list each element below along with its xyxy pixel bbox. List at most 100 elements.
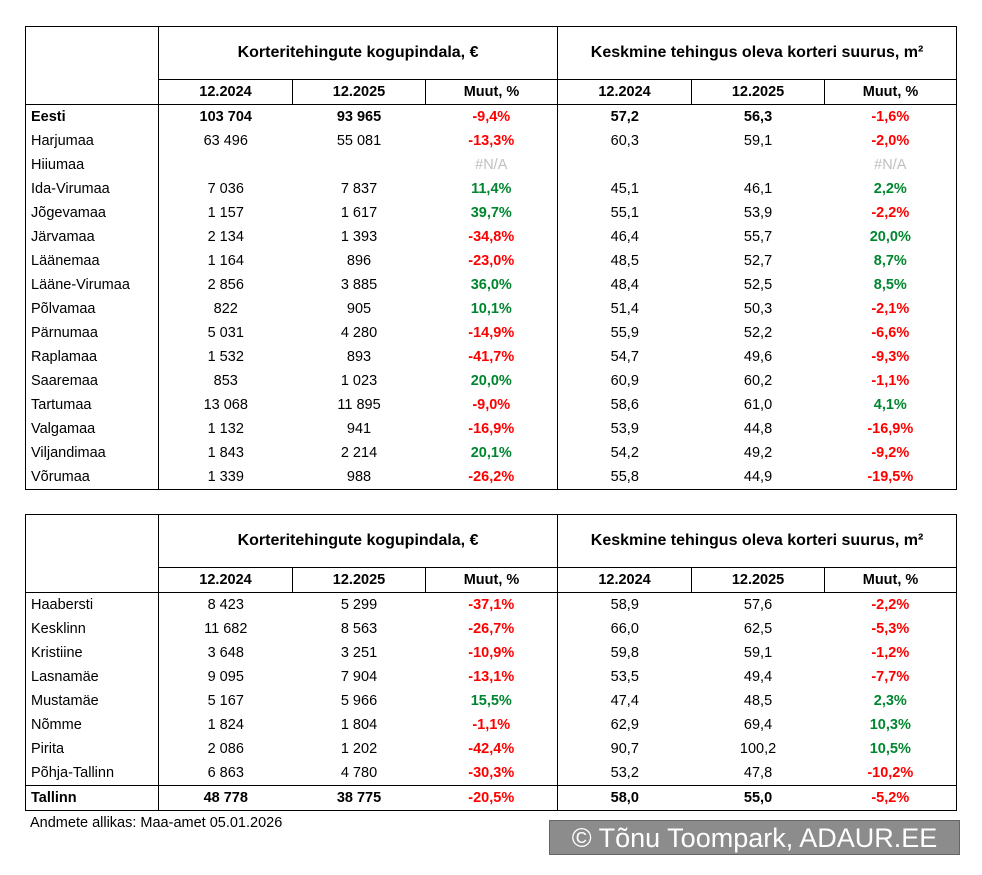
cell: 46,4 bbox=[610, 229, 639, 245]
data-row: Saaremaa 853 1 023 20,0% 60,9 60,2 -1,1% bbox=[25, 369, 957, 393]
data-row: Mustamäe 5 167 5 966 15,5% 47,4 48,5 2,3% bbox=[25, 689, 957, 713]
group-header: Keskmine tehingus oleva korteri suurus, … bbox=[557, 26, 958, 80]
cell: -23,0% bbox=[425, 249, 559, 273]
data-row: Eesti 103 704 93 965 -9,4% 57,2 56,3 -1,6% bbox=[25, 104, 957, 129]
cell: 1 157 bbox=[207, 205, 244, 221]
cell: -1,1% bbox=[425, 713, 559, 737]
subheader: Muut, % bbox=[424, 79, 559, 105]
data-row: Raplamaa 1 532 893 -41,7% 54,7 49,6 -9,3% bbox=[25, 345, 957, 369]
cell: -20,5% bbox=[425, 785, 559, 811]
cell: 4 780 bbox=[340, 765, 378, 781]
subheader: Muut, % bbox=[824, 567, 958, 593]
cell: 54,7 bbox=[610, 349, 639, 365]
subheader: Muut, % bbox=[424, 567, 559, 593]
cell: -9,0% bbox=[425, 393, 559, 417]
cell: 20,1% bbox=[425, 441, 559, 465]
cell: 896 bbox=[346, 253, 372, 269]
corner-cell bbox=[25, 26, 159, 105]
cell: 48,5 bbox=[743, 693, 773, 709]
group-header-row: Korteritehingute kogupindala, € Keskmine … bbox=[25, 26, 958, 105]
cell: 53,2 bbox=[610, 765, 639, 781]
data-row: Jõgevamaa 1 157 1 617 39,7% 55,1 53,9 -2,2% bbox=[25, 201, 957, 225]
cell: #N/A bbox=[874, 157, 907, 173]
cell: -5,3% bbox=[871, 621, 910, 637]
cell: -1,6% bbox=[871, 109, 910, 125]
cell: 2 134 bbox=[207, 229, 244, 245]
cell: 53,5 bbox=[610, 669, 639, 685]
cell bbox=[692, 153, 825, 177]
row-label: Jõgevamaa bbox=[25, 201, 159, 225]
cell: 55,0 bbox=[691, 785, 825, 811]
data-row: Põhja-Tallinn 6 863 4 780 -30,3% 53,2 47,8 -10… bbox=[25, 761, 957, 786]
cell: 893 bbox=[346, 349, 372, 365]
cell: -7,7% bbox=[871, 669, 910, 685]
cell: 1 164 bbox=[207, 253, 244, 269]
cell: -13,1% bbox=[425, 665, 559, 689]
cell: 55,9 bbox=[610, 325, 639, 341]
cell: 1 202 bbox=[340, 741, 378, 757]
cell: 1 339 bbox=[207, 469, 244, 485]
cell: 11 682 bbox=[204, 621, 248, 637]
cell: 57,2 bbox=[610, 109, 639, 125]
cell: 53,9 bbox=[610, 421, 639, 437]
cell: 50,3 bbox=[743, 301, 773, 317]
district-table: Korteritehingute kogupindala, € Keskmine … bbox=[25, 514, 958, 811]
cell: 6 863 bbox=[207, 765, 244, 781]
subheader: 12.2024 bbox=[158, 79, 293, 105]
cell: -37,1% bbox=[425, 592, 559, 617]
cell: 10,1% bbox=[425, 297, 559, 321]
cell: 5 031 bbox=[207, 325, 244, 341]
data-row: Läänemaa 1 164 896 -23,0% 48,5 52,7 8,7% bbox=[25, 249, 957, 273]
cell: 103 704 bbox=[199, 109, 252, 125]
subheader: 12.2024 bbox=[557, 567, 693, 593]
cell: 8 423 bbox=[207, 597, 244, 613]
cell: 63 496 bbox=[203, 133, 248, 149]
row-label: Ida-Virumaa bbox=[25, 177, 159, 201]
data-row: Kristiine 3 648 3 251 -10,9% 59,8 59,1 -1,2% bbox=[25, 641, 957, 665]
cell: 55,7 bbox=[743, 229, 773, 245]
subheader: 12.2024 bbox=[557, 79, 693, 105]
cell: 58,9 bbox=[610, 597, 639, 613]
cell: 58,6 bbox=[610, 397, 639, 413]
subheader-row: 12.2024 12.2025 Muut, % 12.2024 12.2025 Muut,… bbox=[26, 79, 958, 105]
cell: 55 081 bbox=[336, 133, 382, 149]
cell: 49,6 bbox=[743, 349, 773, 365]
cell: 4,1% bbox=[873, 397, 907, 413]
cell: -26,2% bbox=[425, 465, 559, 490]
cell: -34,8% bbox=[425, 225, 559, 249]
row-label: Lasnamäe bbox=[25, 665, 159, 689]
cell: 1 617 bbox=[340, 205, 378, 221]
row-label: Põhja-Tallinn bbox=[25, 761, 159, 786]
cell: 2,2% bbox=[873, 181, 907, 197]
cell: 38 775 bbox=[292, 785, 426, 811]
row-label: Tallinn bbox=[25, 785, 159, 811]
cell: -5,2% bbox=[824, 785, 957, 811]
cell: -30,3% bbox=[425, 761, 559, 786]
data-row: Viljandimaa 1 843 2 214 20,1% 54,2 49,2 -9,2% bbox=[25, 441, 957, 465]
cell: 48,4 bbox=[610, 277, 639, 293]
cell: 9 095 bbox=[207, 669, 244, 685]
subheader: 12.2025 bbox=[292, 79, 426, 105]
cell: 1 804 bbox=[340, 717, 378, 733]
cell bbox=[159, 153, 293, 177]
cell: 36,0% bbox=[425, 273, 559, 297]
cell: -26,7% bbox=[425, 617, 559, 641]
cell: 51,4 bbox=[610, 301, 639, 317]
cell: 11 895 bbox=[337, 397, 381, 413]
row-label: Nõmme bbox=[25, 713, 159, 737]
data-row: Haabersti 8 423 5 299 -37,1% 58,9 57,6 -2,2% bbox=[25, 592, 957, 617]
cell: 66,0 bbox=[610, 621, 639, 637]
cell: -2,2% bbox=[871, 597, 910, 613]
row-label: Raplamaa bbox=[25, 345, 159, 369]
cell: -41,7% bbox=[425, 345, 559, 369]
subheader: Muut, % bbox=[824, 79, 958, 105]
row-label: Läänemaa bbox=[25, 249, 159, 273]
group-header: Korteritehingute kogupindala, € bbox=[157, 514, 559, 568]
cell: 853 bbox=[213, 373, 238, 389]
cell: -1,2% bbox=[871, 645, 910, 661]
group-header: Korteritehingute kogupindala, € bbox=[157, 26, 559, 80]
row-label: Valgamaa bbox=[25, 417, 159, 441]
cell: 60,9 bbox=[610, 373, 639, 389]
cell: 1 393 bbox=[340, 229, 378, 245]
cell: 3 885 bbox=[340, 277, 378, 293]
